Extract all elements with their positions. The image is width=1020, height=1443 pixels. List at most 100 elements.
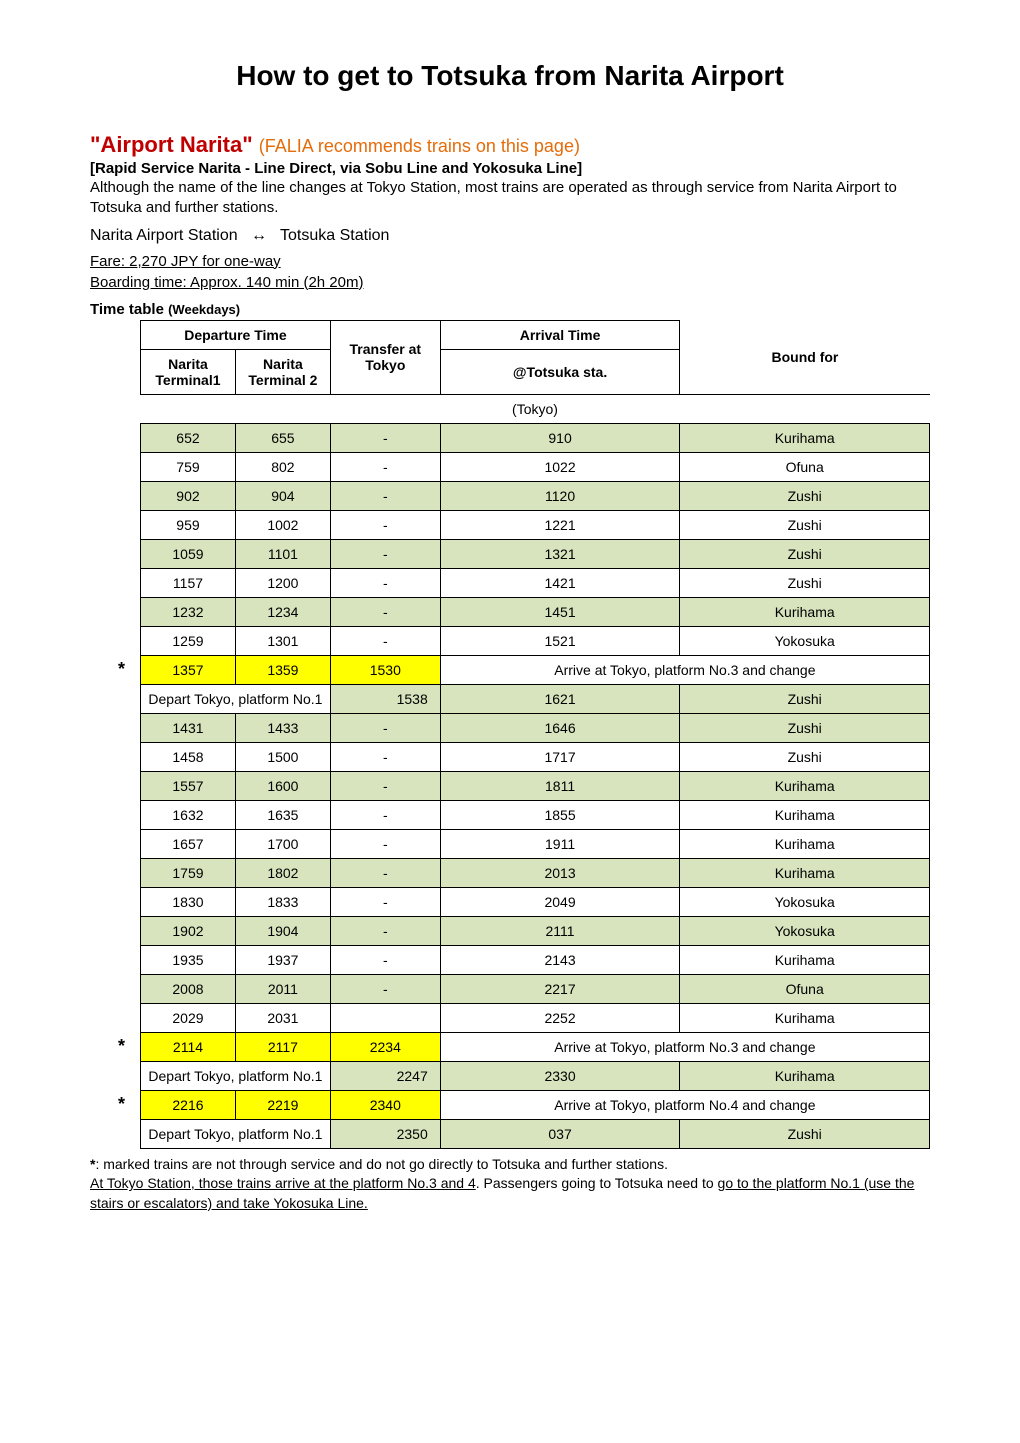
- t2-cell: 1937: [235, 945, 330, 974]
- line-name-row: "Airport Narita" (FALIA recommends train…: [90, 132, 930, 158]
- t2-cell: 1904: [235, 916, 330, 945]
- t2-cell: 2031: [235, 1003, 330, 1032]
- t2-cell: 2219: [235, 1090, 330, 1119]
- t2-cell: 802: [235, 452, 330, 481]
- xfer-cell: -: [330, 800, 440, 829]
- fare-line: Fare: 2,270 JPY for one-way: [90, 253, 930, 270]
- arr-cell: 1120: [440, 481, 680, 510]
- t1-cell: 902: [141, 481, 236, 510]
- xfer-cell: -: [330, 858, 440, 887]
- table-row: 211421172234Arrive at Tokyo, platform No…: [141, 1032, 930, 1061]
- t1-cell: 652: [141, 423, 236, 452]
- depart-note-cell: Depart Tokyo, platform No.1: [141, 1119, 331, 1148]
- depart-note-cell: Depart Tokyo, platform No.1: [141, 1061, 331, 1090]
- timetable-heading-main: Time table: [90, 301, 164, 318]
- footnote-l2a: At Tokyo Station, those trains arrive at…: [90, 1175, 476, 1191]
- xfer-cell: -: [330, 945, 440, 974]
- t1-cell: 2114: [141, 1032, 236, 1061]
- t2-cell: 1301: [235, 626, 330, 655]
- t1-cell: 1157: [141, 568, 236, 597]
- bound-cell: Zushi: [680, 481, 930, 510]
- footnote-l2b: . Passengers going to Totsuka need to: [476, 1175, 718, 1191]
- xfer-cell: 1530: [330, 655, 440, 684]
- t1-cell: 959: [141, 510, 236, 539]
- t2-cell: 2117: [235, 1032, 330, 1061]
- xfer-cell: -: [330, 829, 440, 858]
- table-row: 652655-910Kurihama: [141, 423, 930, 452]
- arr-cell: 1521: [440, 626, 680, 655]
- t2-cell: 1101: [235, 539, 330, 568]
- bound-cell: Ofuna: [680, 452, 930, 481]
- table-row: Depart Tokyo, platform No.12350037Zushi: [141, 1119, 930, 1148]
- xfer-cell: -: [330, 510, 440, 539]
- t1-cell: 1232: [141, 597, 236, 626]
- transfer-note-cell: Arrive at Tokyo, platform No.3 and chang…: [440, 655, 929, 684]
- xfer-cell: -: [330, 742, 440, 771]
- bound-cell: Kurihama: [680, 829, 930, 858]
- t1-cell: 1657: [141, 829, 236, 858]
- t1-cell: 1059: [141, 539, 236, 568]
- hdr-transfer: Transfer at Tokyo: [330, 320, 440, 394]
- arr-cell: 1911: [440, 829, 680, 858]
- xfer-cell: 2234: [330, 1032, 440, 1061]
- hdr-departure: Departure Time: [141, 320, 331, 349]
- xfer-cell: 1538: [330, 684, 440, 713]
- t1-cell: 1759: [141, 858, 236, 887]
- arr-cell: 1451: [440, 597, 680, 626]
- arrival-cell: 1621: [440, 684, 680, 713]
- t2-cell: 2011: [235, 974, 330, 1003]
- table-row: 10591101-1321Zushi: [141, 539, 930, 568]
- arrival-cell: 2330: [440, 1061, 680, 1090]
- bound-cell: Zushi: [680, 568, 930, 597]
- t2-cell: 1833: [235, 887, 330, 916]
- xfer-cell: -: [330, 974, 440, 1003]
- footnote: *: marked trains are not through service…: [90, 1155, 930, 1214]
- table-row: 19021904-2111Yokosuka: [141, 916, 930, 945]
- route-from: Narita Airport Station: [90, 227, 238, 244]
- t1-cell: 1357: [141, 655, 236, 684]
- bound-cell: Kurihama: [680, 771, 930, 800]
- arr-cell: 1811: [440, 771, 680, 800]
- table-row: 9591002-1221Zushi: [141, 510, 930, 539]
- t1-cell: 2029: [141, 1003, 236, 1032]
- table-row: 12591301-1521Yokosuka: [141, 626, 930, 655]
- arr-cell: 1421: [440, 568, 680, 597]
- xfer-cell: 2340: [330, 1090, 440, 1119]
- xfer-cell: -: [330, 568, 440, 597]
- table-row: 902904-1120Zushi: [141, 481, 930, 510]
- bound-cell: Yokosuka: [680, 887, 930, 916]
- xfer-cell: 2247: [330, 1061, 440, 1090]
- timetable: Departure Time Transfer at Tokyo Arrival…: [140, 320, 930, 1149]
- t2-cell: 1802: [235, 858, 330, 887]
- star-marker: *: [118, 1036, 125, 1057]
- xfer-cell: -: [330, 916, 440, 945]
- t2-cell: 1234: [235, 597, 330, 626]
- bound-cell: Kurihama: [680, 1061, 930, 1090]
- line-subtitle: [Rapid Service Narita - Line Direct, via…: [90, 160, 930, 177]
- star-marker: *: [118, 659, 125, 680]
- arrival-cell: 037: [440, 1119, 680, 1148]
- route-to: Totsuka Station: [280, 227, 389, 244]
- table-row: 17591802-2013Kurihama: [141, 858, 930, 887]
- xfer-cell: -: [330, 887, 440, 916]
- t1-cell: 1830: [141, 887, 236, 916]
- line-name: "Airport Narita": [90, 132, 253, 157]
- t2-cell: 1433: [235, 713, 330, 742]
- bound-cell: Kurihama: [680, 1003, 930, 1032]
- hdr-t2: Narita Terminal 2: [235, 349, 330, 394]
- bound-cell: Kurihama: [680, 945, 930, 974]
- t1-cell: 759: [141, 452, 236, 481]
- xfer-cell: -: [330, 452, 440, 481]
- arr-cell: 1717: [440, 742, 680, 771]
- arr-cell: 1321: [440, 539, 680, 568]
- timetable-heading: Time table (Weekdays): [90, 301, 930, 318]
- bound-cell: Yokosuka: [680, 916, 930, 945]
- bound-cell: Ofuna: [680, 974, 930, 1003]
- hdr-arrival: Arrival Time: [440, 320, 680, 349]
- footnote-l1: : marked trains are not through service …: [95, 1156, 668, 1172]
- transfer-note-cell: Arrive at Tokyo, platform No.4 and chang…: [440, 1090, 929, 1119]
- bound-cell: Zushi: [680, 510, 930, 539]
- xfer-cell: -: [330, 771, 440, 800]
- xfer-cell: 2350: [330, 1119, 440, 1148]
- table-row: 14581500-1717Zushi: [141, 742, 930, 771]
